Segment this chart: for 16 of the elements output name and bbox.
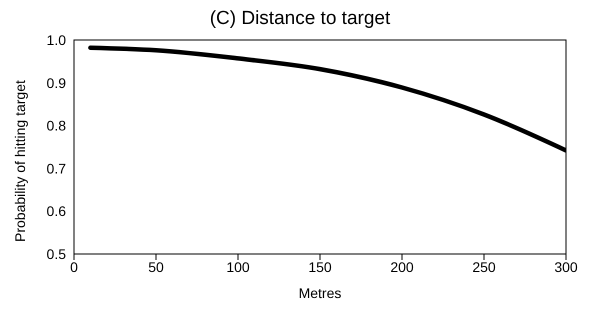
x-axis-title: Metres <box>298 285 342 301</box>
x-tick-label: 300 <box>554 258 578 275</box>
x-tick-label: 150 <box>308 258 332 275</box>
chart-title: (C) Distance to target <box>210 8 390 29</box>
y-axis-title: Probability of hitting target <box>12 80 28 242</box>
x-tick-label: 200 <box>390 258 414 275</box>
x-tick-label: 250 <box>472 258 496 275</box>
x-tick-label: 50 <box>148 258 164 275</box>
y-tick-label: 0.6 <box>46 203 66 220</box>
y-tick-label: 0.5 <box>46 246 66 262</box>
y-tick-label: 1.0 <box>46 32 66 48</box>
y-tick-label: 0.7 <box>46 160 66 176</box>
x-tick-label: 100 <box>226 258 250 275</box>
y-tick-label: 0.9 <box>46 74 66 91</box>
y-tick-label: 0.8 <box>46 118 66 134</box>
x-tick-label: 0 <box>70 258 78 275</box>
